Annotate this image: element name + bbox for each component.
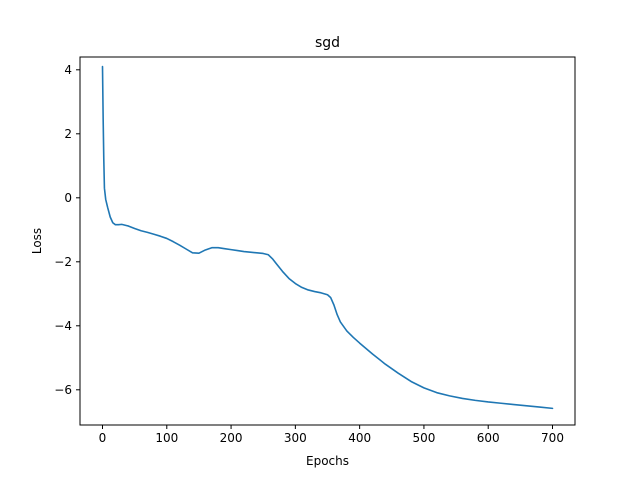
plot-background: [80, 57, 575, 425]
x-tick-label: 200: [220, 431, 243, 445]
x-tick-label: 400: [348, 431, 371, 445]
y-axis-label: Loss: [30, 228, 44, 254]
y-tick-label: 0: [64, 191, 72, 205]
x-axis: 0 100 200 300 400 500 600 700: [99, 425, 564, 445]
x-tick-label: 300: [284, 431, 307, 445]
x-tick-label: 0: [99, 431, 107, 445]
y-tick-label: −4: [54, 319, 72, 333]
y-tick-label: 4: [64, 63, 72, 77]
y-axis: 4 2 0 −2 −4 −6: [54, 63, 80, 397]
x-tick-label: 500: [412, 431, 435, 445]
y-tick-label: −6: [54, 383, 72, 397]
chart-title: sgd: [315, 35, 340, 51]
x-axis-label: Epochs: [306, 454, 349, 468]
loss-line-series-0: [101, 65, 554, 410]
x-tick-label: 600: [477, 431, 500, 445]
x-tick-label: 700: [541, 431, 564, 445]
y-tick-label: −2: [54, 255, 72, 269]
plot-frame: [79, 56, 576, 426]
x-tick-label: 100: [155, 431, 178, 445]
series-layer: [101, 65, 554, 410]
y-tick-label: 2: [64, 127, 72, 141]
